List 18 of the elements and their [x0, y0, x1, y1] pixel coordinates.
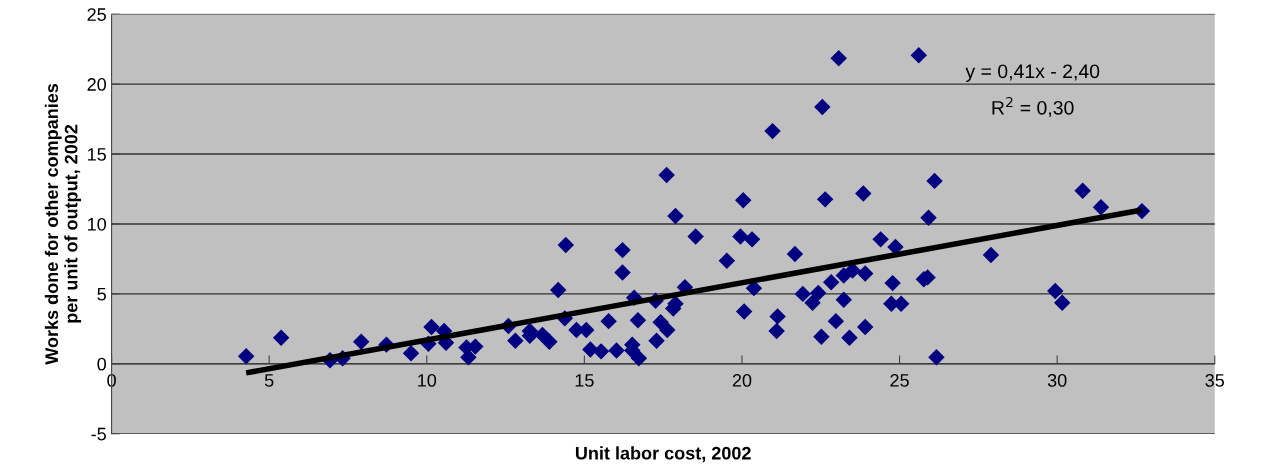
x-tick-label: 10 [418, 373, 437, 387]
y-axis-title: Works done for other companies per unit of output, 2002 [44, 83, 82, 365]
x-tick-label: 20 [732, 373, 752, 387]
x-tick-label: 35 [1205, 373, 1225, 387]
annotation: y = 0,41x - 2,40 [965, 64, 1100, 83]
x-tick-label: 5 [264, 374, 274, 387]
x-tick-label: 30 [1047, 373, 1067, 387]
y-tick-label: 0 [97, 357, 107, 371]
y-tick-label: 25 [87, 8, 106, 21]
y-tick-label: 10 [88, 217, 107, 231]
y-tick-label: 5 [97, 288, 106, 301]
annotation: R$^{2}$ = 0,30 [992, 96, 1074, 118]
x-tick-label: 15 [575, 374, 594, 387]
x-tick-label: 25 [890, 373, 909, 387]
y-tick-label: 15 [88, 148, 106, 161]
x-axis-title: Unit labor cost, 2002 [575, 446, 751, 463]
y-tick-label: -5 [91, 427, 106, 441]
y-tick-label: 20 [87, 78, 107, 91]
